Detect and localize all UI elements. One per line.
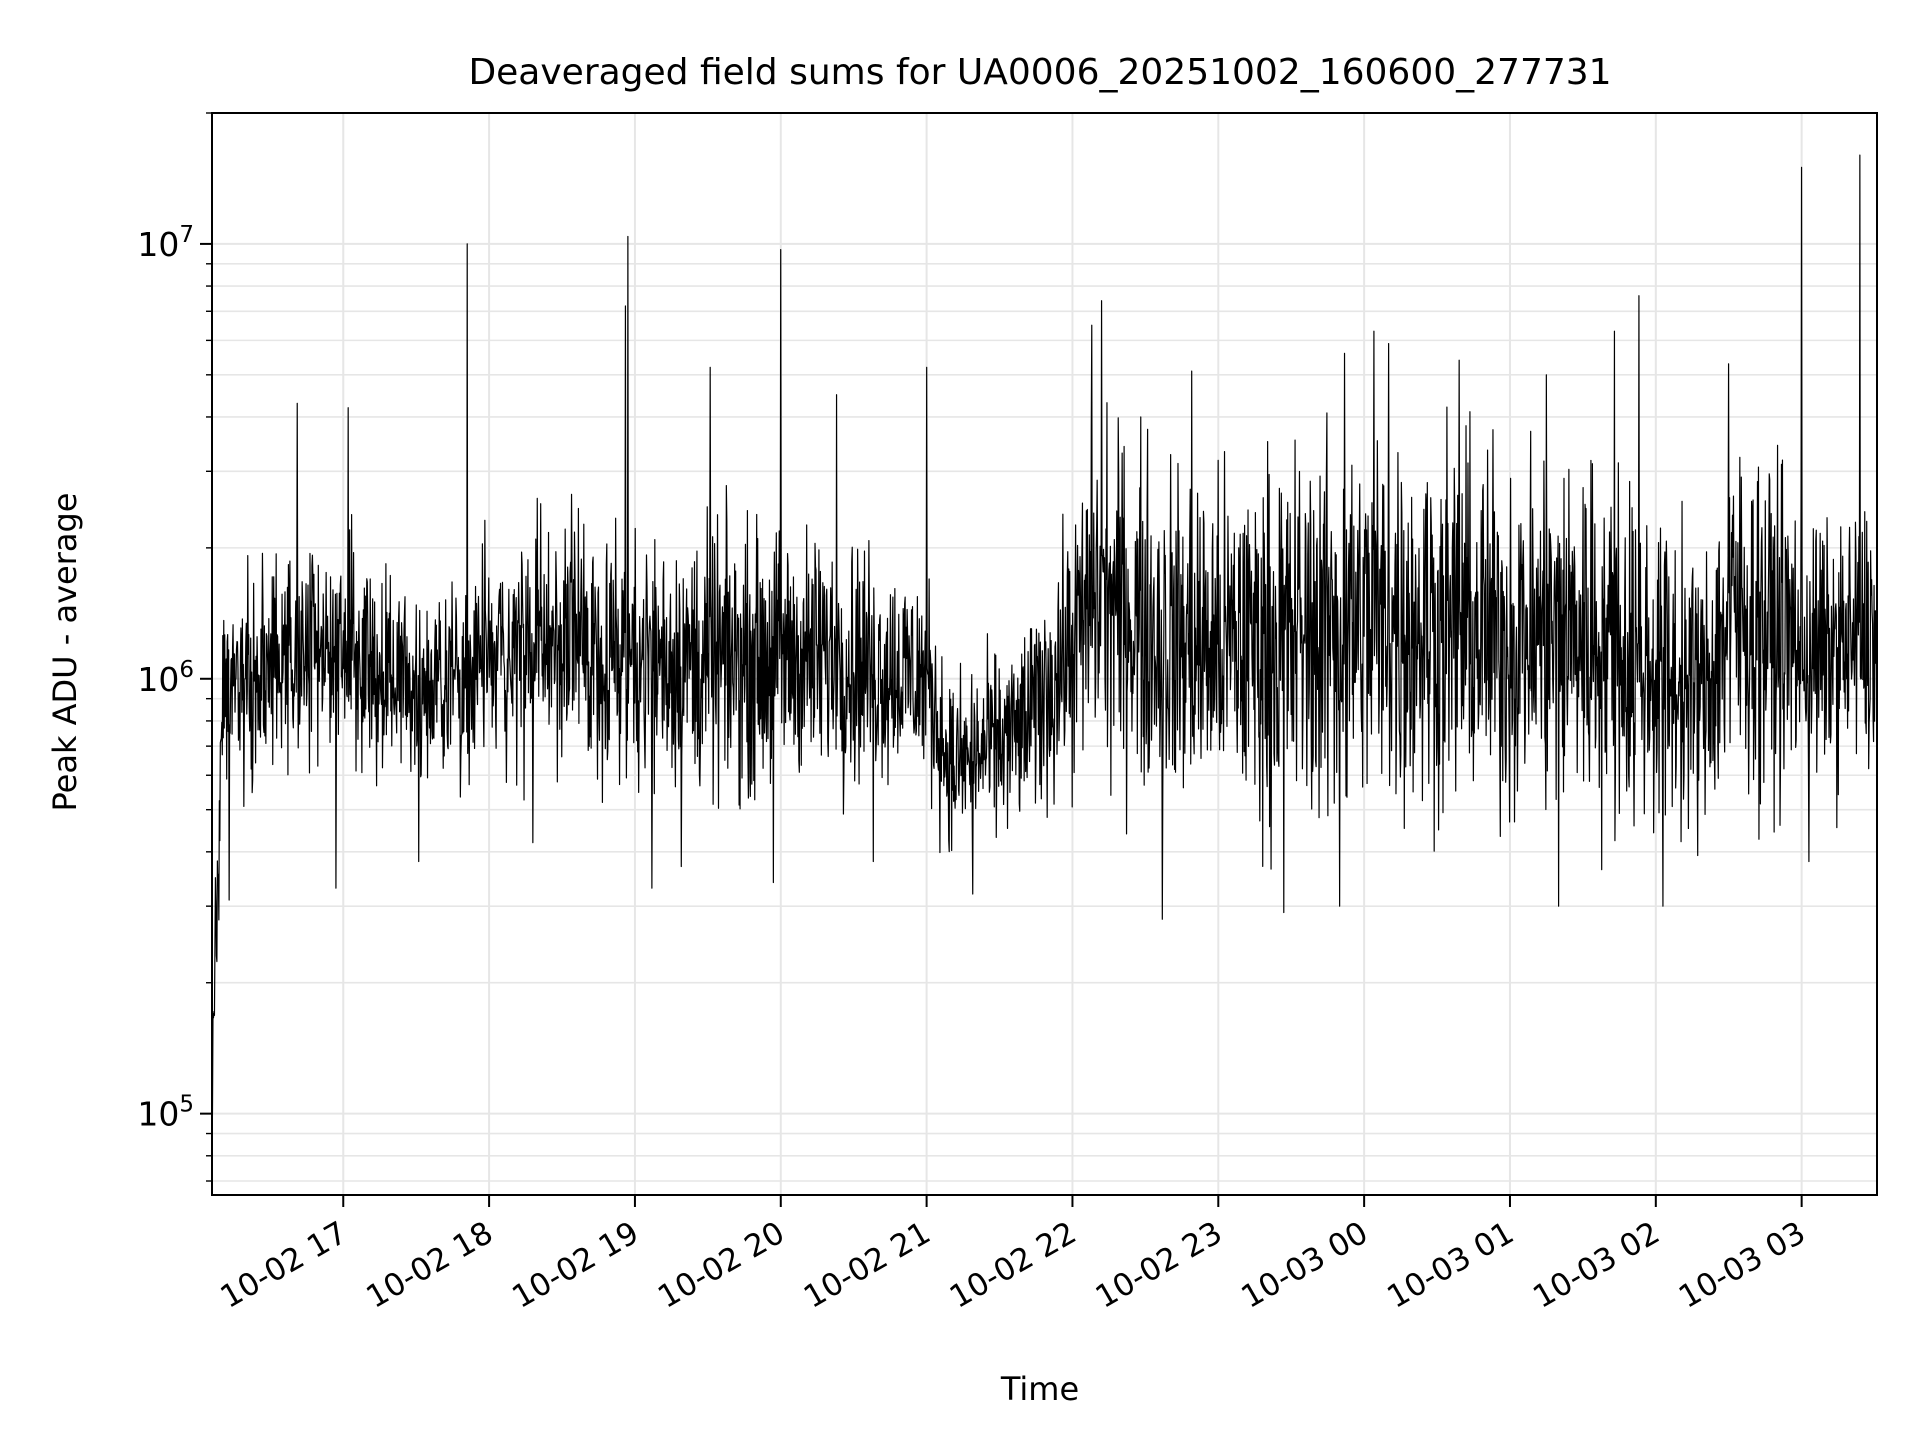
chart-title: Deaveraged field sums for UA0006_2025100…	[468, 52, 1611, 93]
x-axis-label: Time	[1000, 1370, 1079, 1408]
y-tick-label: 107	[137, 222, 194, 264]
y-axis-label: Peak ADU - average	[46, 493, 84, 812]
plot-frame	[211, 112, 1878, 1196]
y-tick-label: 106	[137, 657, 194, 699]
plot-area	[211, 154, 1878, 1156]
series-line	[211, 154, 1878, 1156]
y-tick-label: 105	[137, 1092, 194, 1134]
